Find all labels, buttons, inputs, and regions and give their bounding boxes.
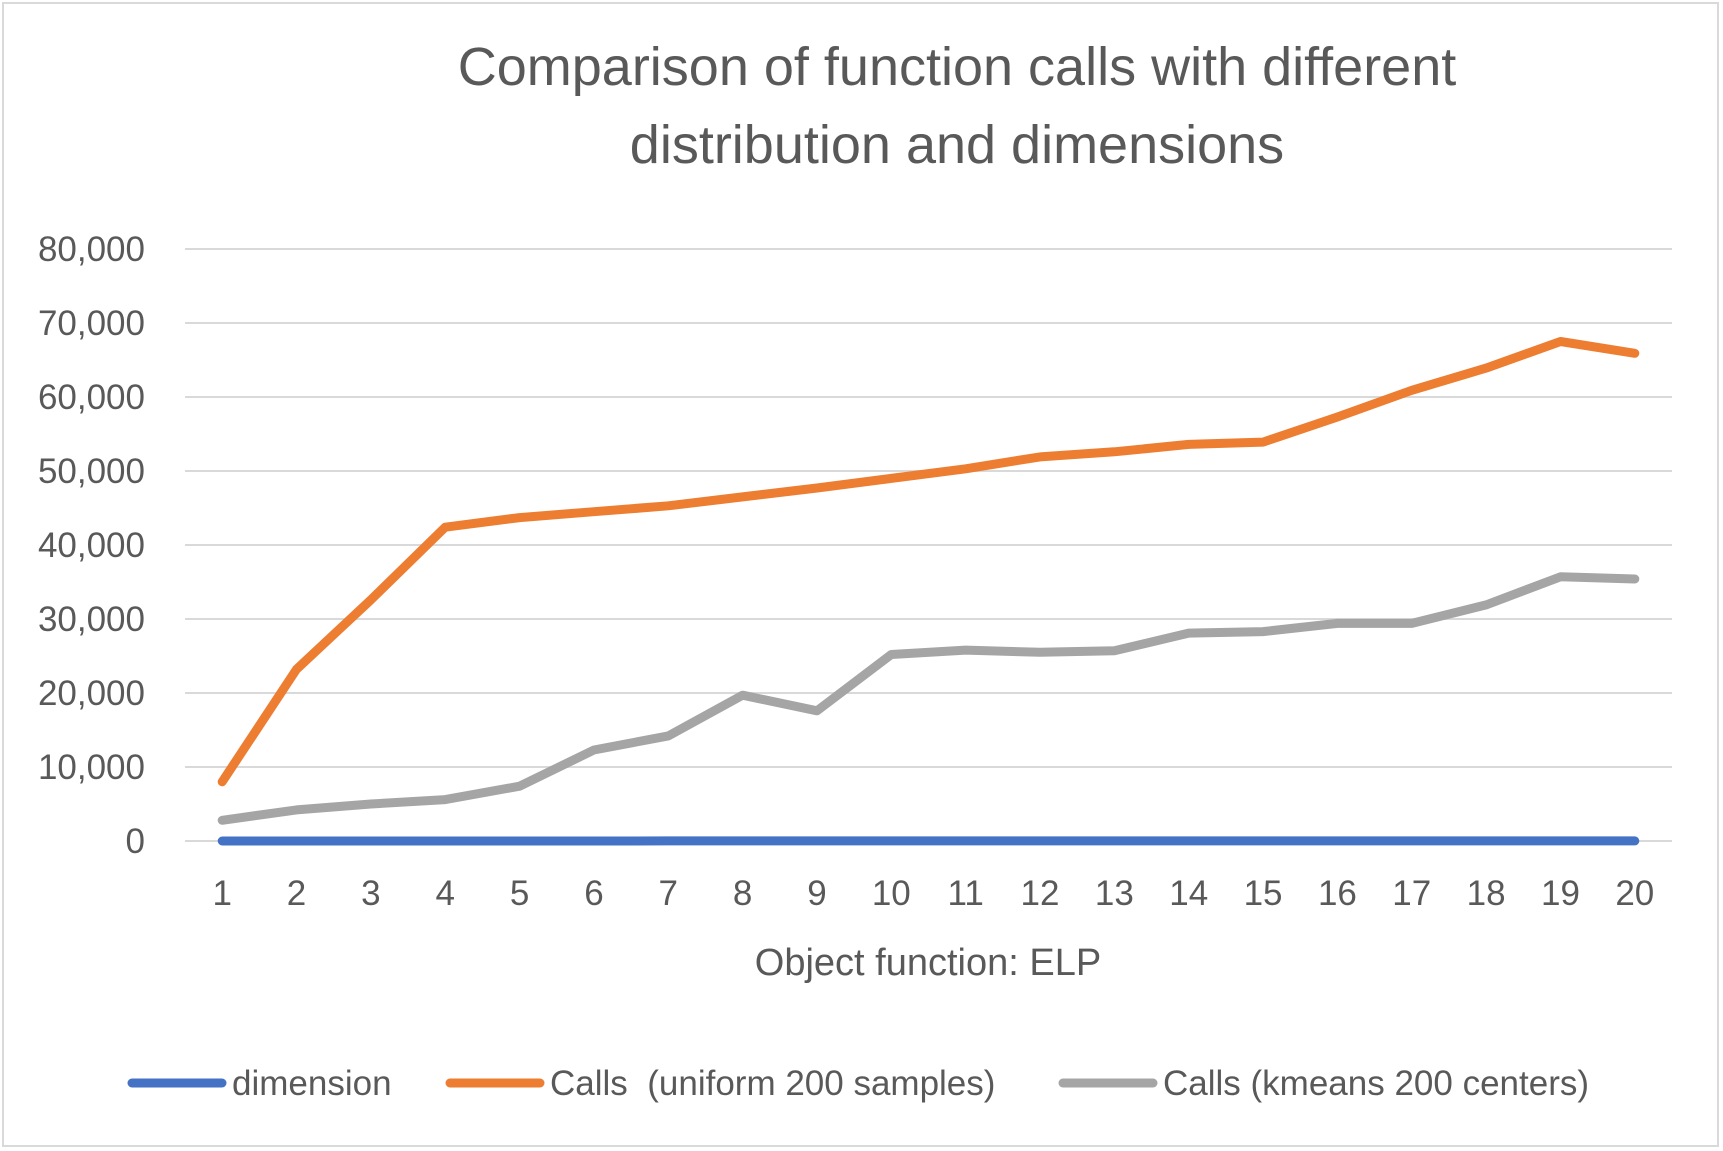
- y-tick-label-4: 40,000: [38, 526, 145, 565]
- y-tick-label-6: 60,000: [38, 378, 145, 417]
- x-tick-label-14: 14: [1169, 874, 1208, 913]
- chart-title: Comparison of function calls with differ…: [458, 37, 1457, 175]
- x-tick-label-13: 13: [1095, 874, 1134, 913]
- series-line-1: [217, 337, 1640, 787]
- x-tick-label-2: 2: [287, 874, 306, 913]
- legend-label-0: dimension: [232, 1064, 392, 1103]
- x-tick-label-8: 8: [733, 874, 752, 913]
- y-axis-tick-labels: 0 10,000 20,000 30,000 40,000 50,000 60,000 70,…: [38, 230, 145, 861]
- x-tick-label-19: 19: [1541, 874, 1580, 913]
- chart-title-line-2: distribution and dimensions: [630, 115, 1284, 175]
- series-line-2: [217, 572, 1640, 825]
- x-tick-label-3: 3: [361, 874, 380, 913]
- gridlines: [185, 248, 1672, 842]
- y-tick-label-7: 70,000: [38, 304, 145, 343]
- x-tick-label-20: 20: [1615, 874, 1654, 913]
- x-tick-label-17: 17: [1392, 874, 1431, 913]
- y-tick-label-5: 50,000: [38, 452, 145, 491]
- x-tick-label-12: 12: [1021, 874, 1060, 913]
- x-tick-label-6: 6: [584, 874, 603, 913]
- y-tick-label-0: 0: [126, 822, 145, 861]
- x-tick-label-4: 4: [435, 874, 454, 913]
- legend: dimension Calls (uniform 200 samples) Call…: [127, 1064, 1589, 1103]
- series-lines: [217, 337, 1640, 846]
- chart-title-line-1: Comparison of function calls with differ…: [458, 37, 1457, 97]
- y-tick-label-1: 10,000: [38, 748, 145, 787]
- x-tick-label-18: 18: [1467, 874, 1506, 913]
- y-tick-label-8: 80,000: [38, 230, 145, 269]
- x-tick-label-5: 5: [510, 874, 529, 913]
- x-tick-label-15: 15: [1244, 874, 1283, 913]
- y-tick-label-3: 30,000: [38, 600, 145, 639]
- y-tick-label-2: 20,000: [38, 674, 145, 713]
- x-tick-label-10: 10: [872, 874, 911, 913]
- x-tick-label-7: 7: [659, 874, 678, 913]
- x-axis-tick-labels: 1 2 3 4 5 6 7 8 9 10 11 12 13 14 15 16 17 18 19 20: [212, 874, 1654, 913]
- x-tick-label-11: 11: [948, 874, 984, 913]
- x-tick-label-16: 16: [1318, 874, 1357, 913]
- legend-label-2: Calls (kmeans 200 centers): [1163, 1064, 1589, 1103]
- x-tick-label-1: 1: [212, 874, 231, 913]
- x-axis-title: Object function: ELP: [755, 942, 1101, 984]
- legend-label-1: Calls (uniform 200 samples): [550, 1064, 995, 1103]
- x-tick-label-9: 9: [807, 874, 826, 913]
